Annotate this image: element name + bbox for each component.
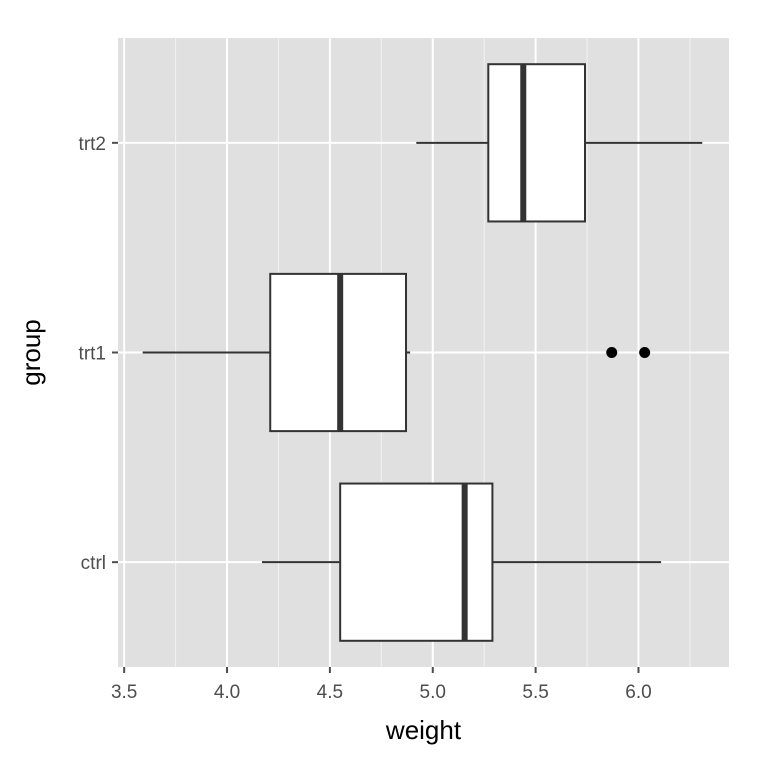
outlier-point — [639, 347, 651, 358]
x-tick-label: 5.5 — [522, 682, 548, 703]
y-tick-label: trt2 — [79, 134, 106, 155]
outlier-point — [606, 347, 618, 358]
y-tick-label: trt1 — [79, 344, 106, 365]
box-iqr — [487, 63, 586, 223]
x-tick-label: 4.0 — [214, 682, 240, 703]
y-axis-title: group — [16, 319, 46, 386]
x-axis: 3.5 4.0 4.5 5.0 5.5 6.0 — [111, 667, 652, 703]
boxplots — [142, 63, 703, 642]
x-tick-label: 6.0 — [625, 682, 651, 703]
box-iqr — [339, 482, 494, 642]
x-tick-label: 4.5 — [317, 682, 343, 703]
x-tick-label: 5.0 — [420, 682, 446, 703]
x-tick-label: 3.5 — [111, 682, 137, 703]
y-axis: ctrl trt1 trt2 — [79, 134, 118, 574]
x-axis-title: weight — [385, 715, 462, 745]
y-tick-label: ctrl — [81, 553, 106, 574]
box-trt1 — [142, 272, 651, 433]
box-trt2 — [416, 63, 703, 223]
box-ctrl — [262, 482, 662, 642]
